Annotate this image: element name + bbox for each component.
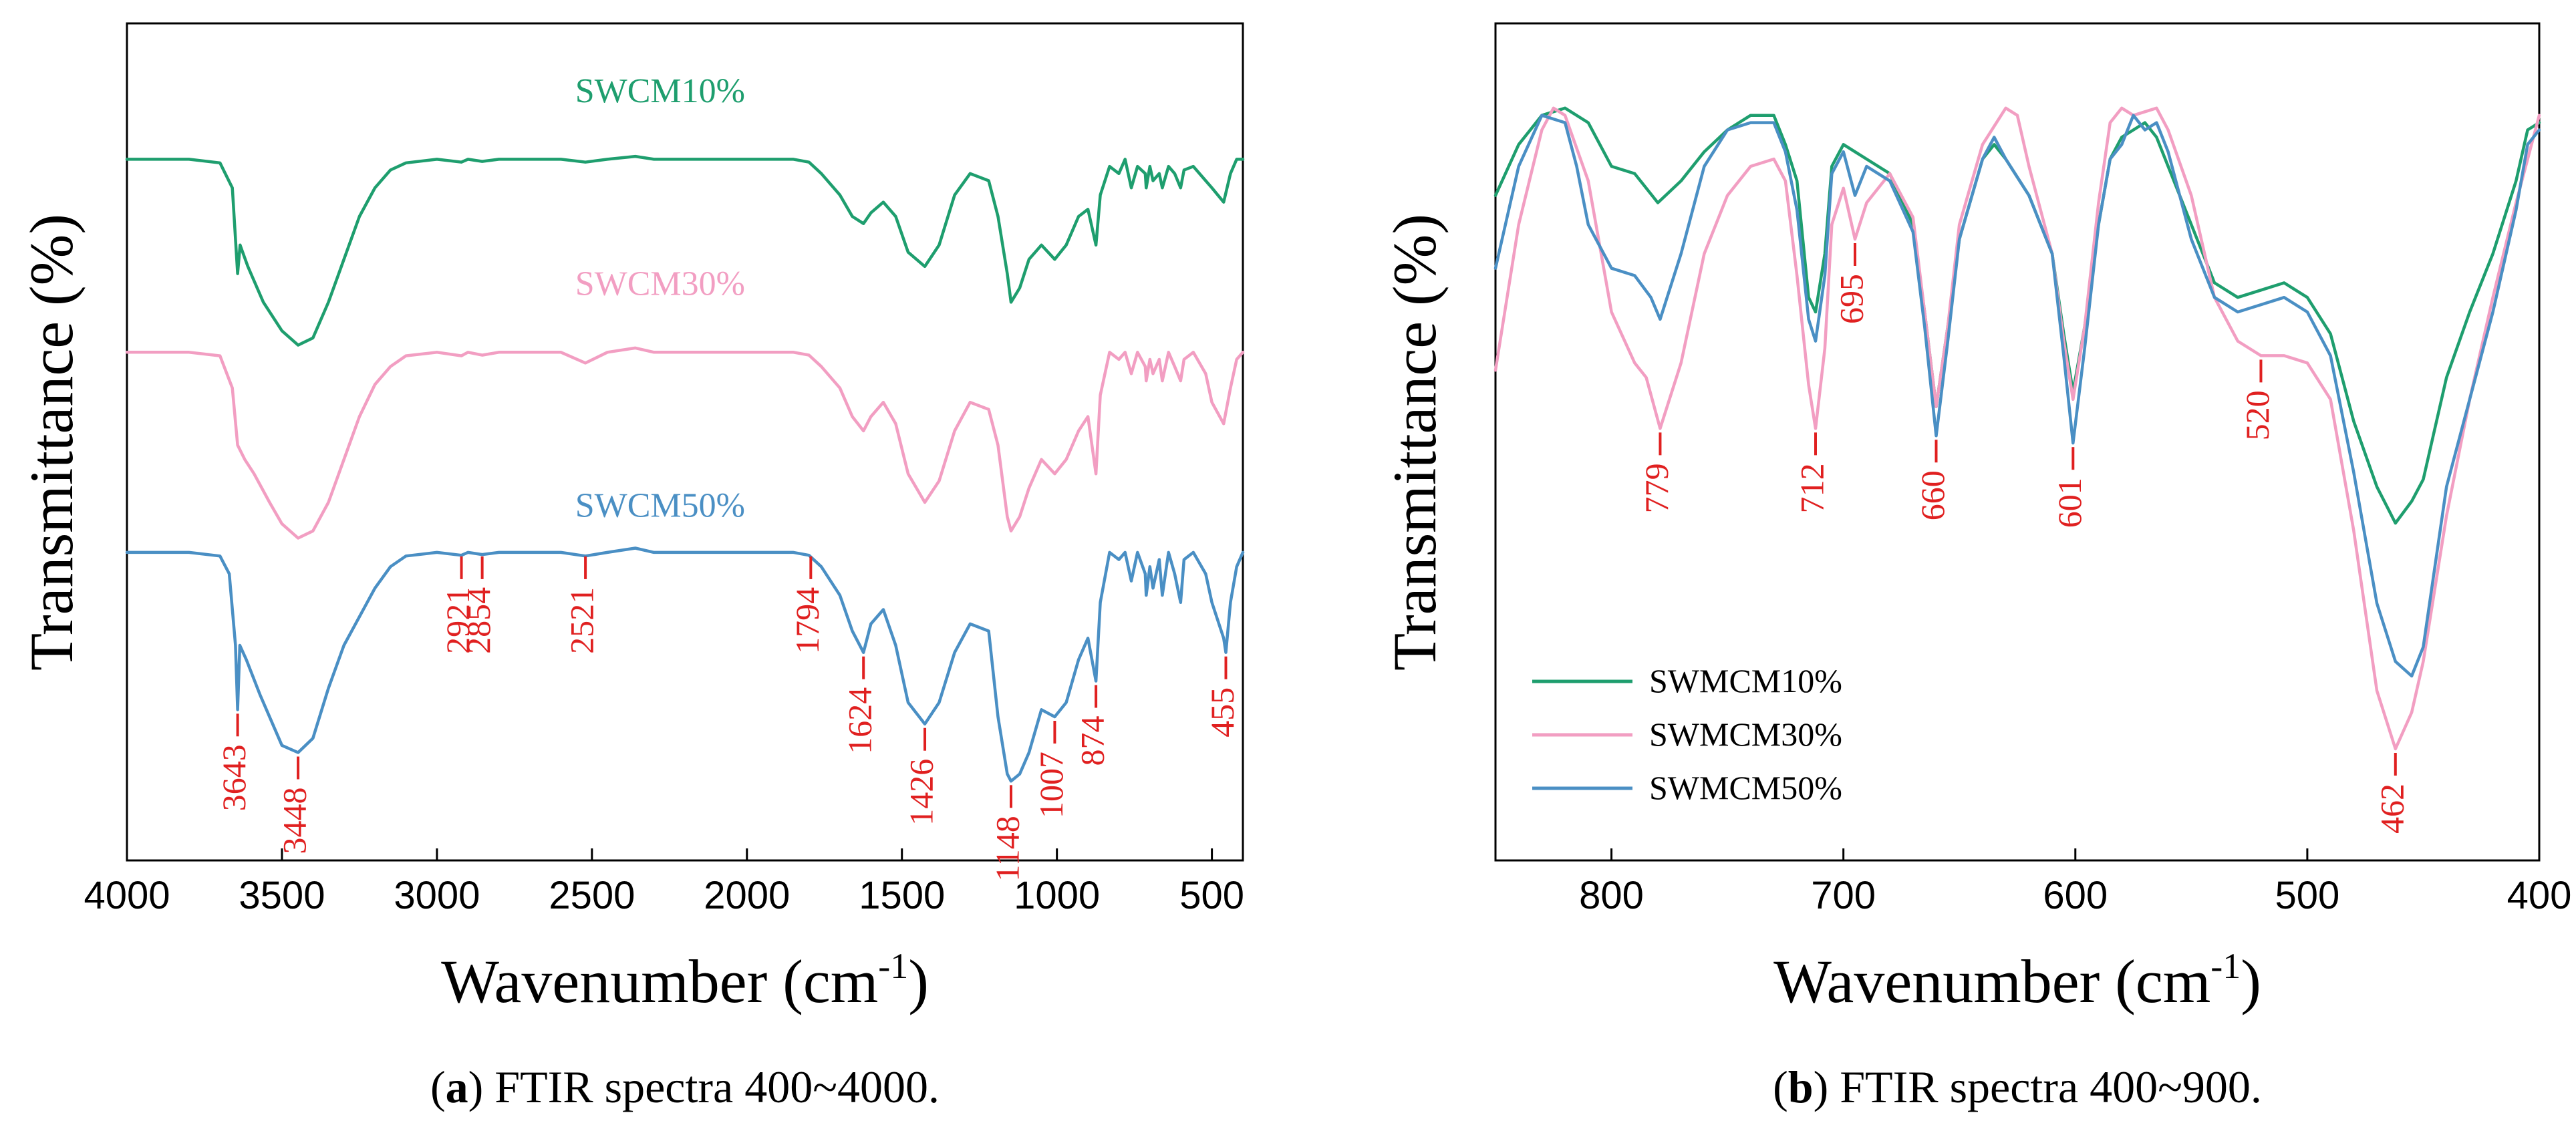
x-tick-label: 800 — [1579, 874, 1644, 917]
x-tick-label: 500 — [1179, 874, 1244, 917]
x-tick-label: 3500 — [239, 874, 325, 917]
series-label-swcm50-pct: SWCM50% — [575, 486, 745, 524]
peak-label: 2521 — [563, 587, 601, 654]
panel-a-series: SWCM10% SWCM30% SWCM50% — [125, 72, 1245, 783]
x-tick-label: 1500 — [859, 874, 945, 917]
peak-label: 660 — [1914, 470, 1951, 520]
peak-label: 520 — [2239, 390, 2276, 440]
panel-a-x-axis-title: Wavenumber (cm-1) — [441, 946, 929, 1015]
panel-b-series — [1493, 106, 2541, 751]
peak-label: 695 — [1832, 274, 1870, 324]
x-tick-label: 2000 — [704, 874, 790, 917]
x-tick-label: 600 — [2043, 874, 2108, 917]
series-line-swcm50-pct — [125, 546, 1245, 783]
panel-b-plot-frame — [1494, 22, 2541, 862]
peak-label: 2921 — [439, 587, 476, 654]
panel-b-x-axis-title: Wavenumber (cm-1) — [1773, 946, 2261, 1015]
series-line-swmcm10-pct — [1493, 106, 2541, 525]
peak-label: 3643 — [215, 744, 253, 811]
peak-label: 455 — [1203, 687, 1241, 738]
peak-label: 874 — [1074, 716, 1111, 766]
x-tick-label: 2500 — [549, 874, 635, 917]
x-tick-label: 1000 — [1014, 874, 1100, 917]
panel-a-caption: (a) FTIR spectra 400~4000. — [430, 1062, 940, 1112]
peak-label: 3448 — [276, 788, 313, 854]
legend-label: SWMCM50% — [1649, 769, 1842, 806]
peak-label: 1624 — [841, 687, 879, 754]
peak-label: 712 — [1793, 463, 1830, 513]
peak-label: 462 — [2373, 784, 2410, 834]
peak-label: 1426 — [902, 759, 940, 826]
series-line-swmcm50-pct — [1493, 114, 2541, 678]
panel-a-x-ticks: 4000 3500 3000 2500 2000 1500 1000 500 — [84, 848, 1244, 917]
panel-b-x-ticks: 800 700 600 500 400 — [1579, 848, 2571, 917]
peak-label: 779 — [1638, 463, 1675, 513]
series-line-swmcm30-pct — [1493, 106, 2541, 751]
legend-label: SWMCM10% — [1649, 662, 1842, 699]
peak-label: 601 — [2051, 478, 2088, 528]
x-tick-label: 500 — [2275, 874, 2339, 917]
panel-a-chart: 4000 3500 3000 2500 2000 1500 1000 500 SWCM10%S… — [17, 22, 1245, 1112]
x-tick-label: 700 — [1811, 874, 1876, 917]
peak-label: 2854 — [460, 587, 497, 654]
panel-b-legend: SWMCM10% SWMCM30% SWMCM50% — [1532, 662, 1842, 806]
peak-label: 1007 — [1032, 752, 1070, 818]
panel-a-plot-frame — [126, 22, 1244, 862]
panel-b-y-axis-title: Transmittance (%) — [1381, 214, 1449, 671]
peak-label: 1148 — [988, 816, 1026, 881]
panel-b-peak-annotations: 779 712 695 660 601 520 462 — [1638, 243, 2410, 834]
x-tick-label: 3000 — [394, 874, 480, 917]
panel-b-chart: 800 700 600 500 400 779 712 695 660 601 520 462 SW… — [1381, 22, 2571, 1112]
x-tick-label: 400 — [2507, 874, 2572, 917]
panel-b-caption: (b) FTIR spectra 400~900. — [1773, 1062, 2262, 1112]
series-label-swcm30-pct: SWCM30% — [575, 265, 745, 303]
legend-label: SWMCM30% — [1649, 715, 1842, 753]
peak-label: 1794 — [789, 587, 826, 654]
panel-a-y-axis-title: Transmittance (%) — [17, 214, 86, 671]
series-line-swcm10-pct — [125, 154, 1245, 347]
series-label-swcm10-pct: SWCM10% — [575, 72, 745, 110]
series-line-swcm30-pct — [125, 346, 1245, 540]
x-tick-label: 4000 — [84, 874, 170, 917]
